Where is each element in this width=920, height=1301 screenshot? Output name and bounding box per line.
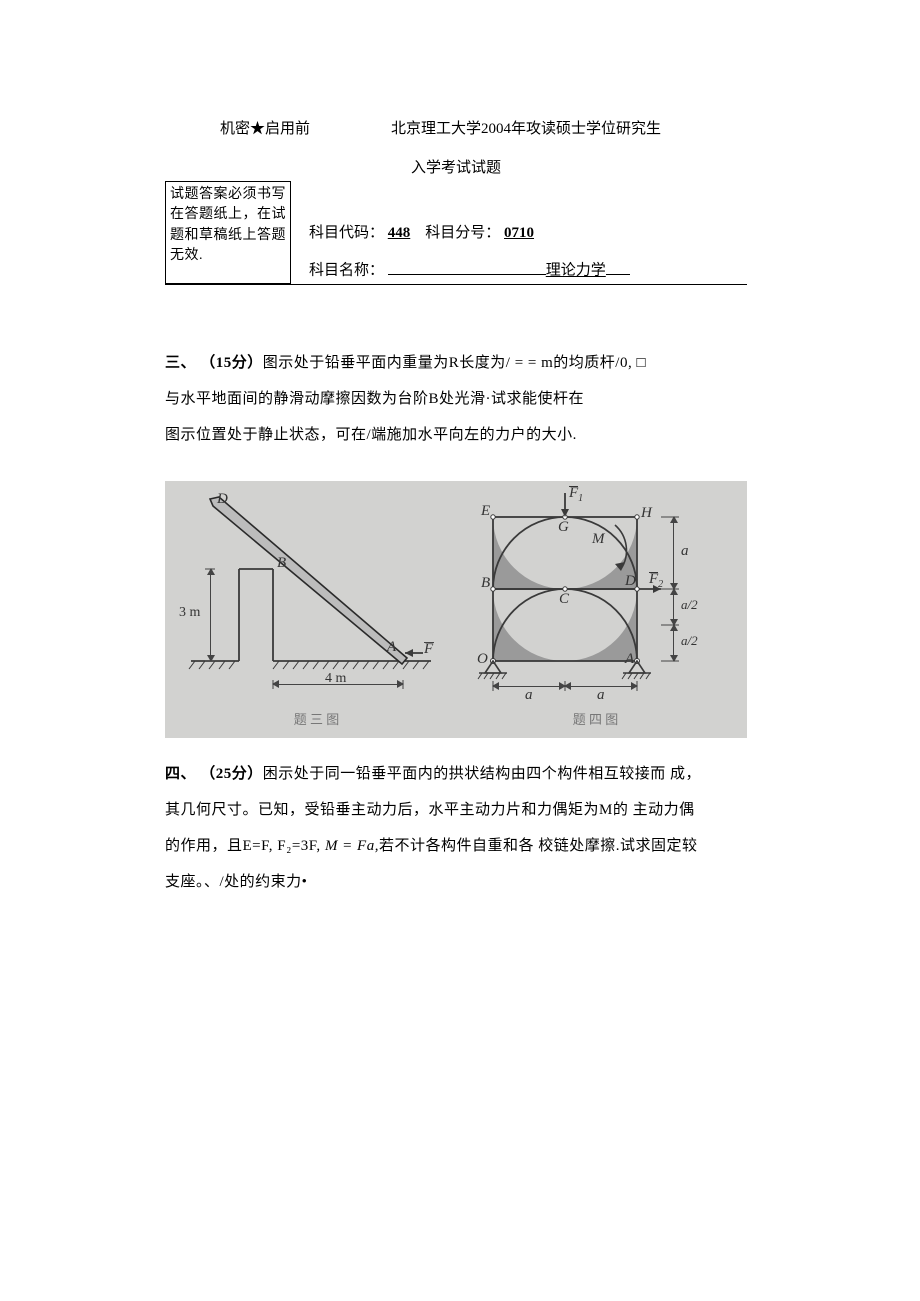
q3-text-1: 图示处于铅垂平面内重量为R长度为/ = = m的均质杆/0, □ [263, 355, 646, 371]
label-G: G [558, 519, 569, 536]
label-B: B [277, 555, 286, 572]
q4-points: （25分） [200, 766, 263, 782]
dim-3m: 3 m [179, 605, 200, 621]
q4-text-3c: 若不计各构件自重和各 校链处摩擦.试求固定较 [379, 838, 698, 854]
subject-info: 科目代码： 448 科目分号： 0710 科目名称： 理论力学 [309, 187, 747, 284]
q3-line1: 三、 （15分）图示处于铅垂平面内重量为R长度为/ = = m的均质杆/0, □ [165, 345, 747, 381]
label-D: D [217, 491, 228, 508]
q4-line4: 支座。、/处的约束力• [165, 864, 747, 900]
q4-text-1: 困示处于同一铅垂平面内的拱状结构由四个构件相互较接而 成， [263, 766, 701, 782]
blank-fill [388, 258, 546, 275]
label-F2: F2 [649, 571, 663, 590]
q4-text-3b: M = Fa, [325, 838, 379, 854]
label-A: A [387, 639, 396, 656]
q4-number: 四、 [165, 766, 196, 782]
dim-ar: a [597, 687, 605, 704]
question-3: 三、 （15分）图示处于铅垂平面内重量为R长度为/ = = m的均质杆/0, □… [165, 345, 747, 453]
label-B4: B [481, 575, 490, 592]
label-H: H [641, 505, 652, 522]
dim-3m-arrow [210, 569, 211, 661]
dim-a-arrow [673, 517, 674, 589]
header-row1: 机密★启用前 北京理工大学2004年攻读硕士学位研究生 [165, 117, 747, 138]
header: 机密★启用前 北京理工大学2004年攻读硕士学位研究生 入学考试试题 试题答案必… [165, 117, 747, 285]
dim-a: a [681, 543, 689, 560]
confidential-mark: 机密★启用前 [220, 117, 310, 138]
dim-a2u: a/2 [681, 597, 698, 613]
header-body: 试题答案必须书写在答题纸上，在试题和草稿纸上答题无效. 科目代码： 448 科目… [165, 187, 747, 285]
blank-fill-2 [606, 258, 630, 275]
q4-text-3a: 的作用，且E=F, F₂=3F, [165, 838, 325, 854]
subject-sub-label: 科目分号： [425, 225, 500, 241]
label-A4: A [625, 651, 634, 668]
caption-row: 题 三 图 题 四 图 [177, 709, 735, 728]
question-4: 四、 （25分）困示处于同一铅垂平面内的拱状结构由四个构件相互较接而 成， 其几… [165, 756, 747, 900]
fig3-caption: 题 三 图 [294, 709, 340, 728]
q3-points: （15分） [200, 355, 263, 371]
subject-sub: 0710 [504, 225, 534, 241]
dim-a2l: a/2 [681, 633, 698, 649]
subject-code: 448 [388, 225, 411, 241]
q3-line3: 图示位置处于静止状态，可在/端施加水平向左的力户的大小. [165, 417, 747, 453]
figure-background: D B A F 3 m 4 m [165, 481, 747, 738]
title-sub: 入学考试试题 [165, 156, 747, 177]
answer-instructions: 试题答案必须书写在答题纸上，在试题和草稿纸上答题无效. [165, 181, 291, 284]
dim-a2u-arrow [673, 589, 674, 625]
F1-sub: 1 [578, 493, 583, 504]
subject-name-line: 科目名称： 理论力学 [309, 258, 747, 280]
figure-3-svg [177, 493, 445, 703]
q4-line2: 其几何尺寸。已知，受铅垂主动力后，水平主动力片和力偶矩为M的 主动力偶 [165, 792, 747, 828]
F2-sym: F [649, 572, 658, 587]
figures-container: D B A F 3 m 4 m [165, 481, 747, 738]
dim-a2l-arrow [673, 625, 674, 661]
title-main: 北京理工大学2004年攻读硕士学位研究生 [391, 117, 661, 138]
label-D4: D [625, 573, 636, 590]
F2-sub: 2 [658, 579, 663, 590]
dim-al: a [525, 687, 533, 704]
label-E: E [481, 503, 490, 520]
subject-name-label: 科目名称： [309, 263, 384, 279]
q4-line1: 四、 （25分）困示处于同一铅垂平面内的拱状结构由四个构件相互较接而 成， [165, 756, 747, 792]
label-F1: F1 [569, 485, 583, 504]
label-O: O [477, 651, 488, 668]
q3-line2: 与水平地面间的静滑动摩擦因数为台阶B处光滑·试求能使杆在 [165, 381, 747, 417]
figures-row: D B A F 3 m 4 m [177, 493, 735, 703]
label-F: F [424, 641, 433, 658]
subject-code-line: 科目代码： 448 科目分号： 0710 [309, 221, 747, 242]
subject-code-label: 科目代码： [309, 225, 384, 241]
q3-number: 三、 [165, 355, 196, 371]
F1-sym: F [569, 486, 578, 501]
fig4-caption: 题 四 图 [573, 709, 619, 728]
figure-4: E G H B C D O A M F 1 F2 a a/2 a/2 a a [469, 493, 729, 703]
subject-name: 理论力学 [546, 263, 606, 279]
F-bar [424, 642, 434, 643]
label-M: M [592, 531, 605, 548]
figure-3: D B A F 3 m 4 m [177, 493, 445, 703]
label-C: C [559, 591, 569, 608]
q4-line3: 的作用，且E=F, F₂=3F, M = Fa,若不计各构件自重和各 校链处摩擦… [165, 828, 747, 864]
dim-4m: 4 m [325, 671, 346, 687]
